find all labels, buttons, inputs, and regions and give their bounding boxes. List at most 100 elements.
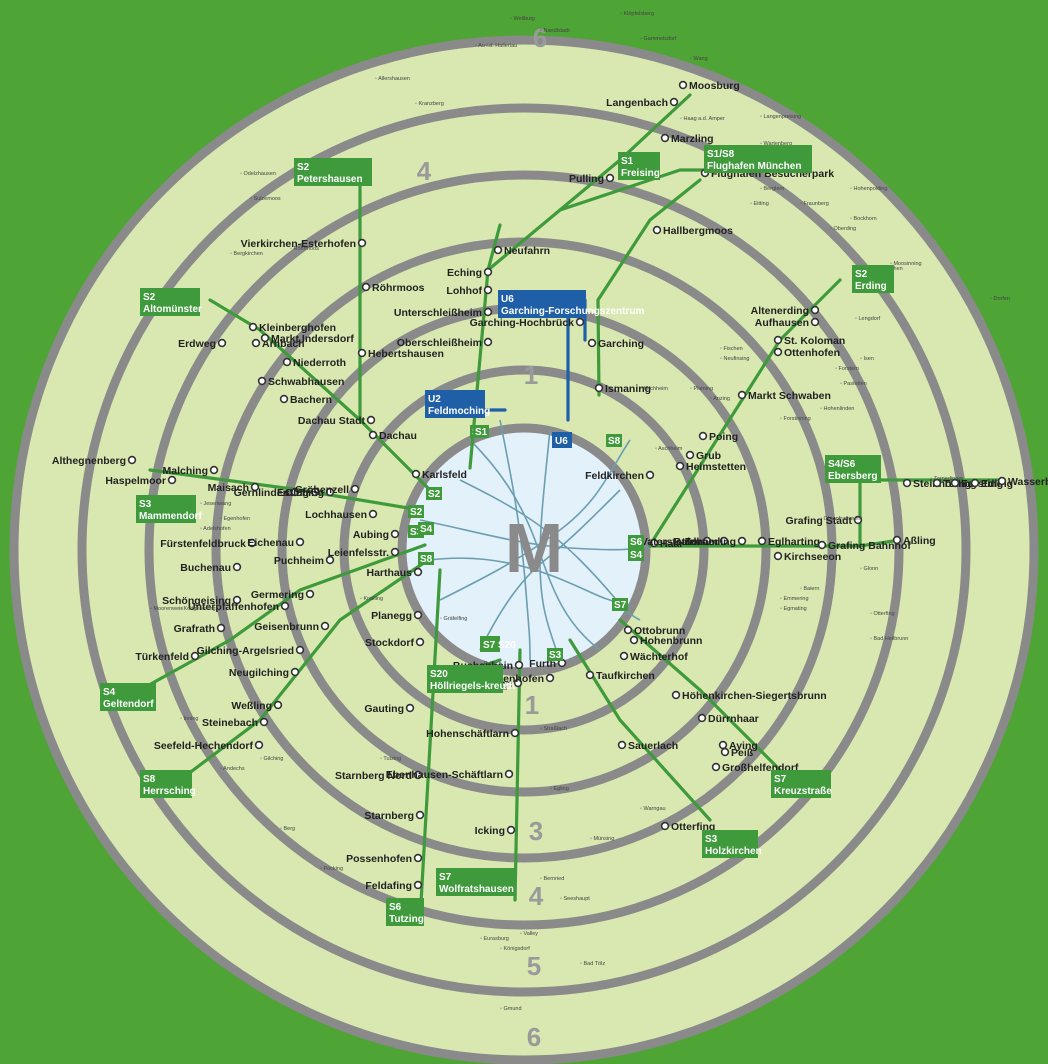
station-ebenhausen-schäftlarn-marker <box>504 769 514 779</box>
station-gröbenzell-label: Gröbenzell <box>295 484 349 496</box>
line-badge-text: S4 <box>420 524 433 535</box>
station-maisach-label: Maisach <box>208 482 249 494</box>
station-marzling-marker <box>660 133 670 143</box>
station-starnberg-marker <box>415 810 425 820</box>
place-label: ◦ Moosinning <box>890 261 922 267</box>
station-aßling-label: Aßling <box>903 535 936 547</box>
terminal-badge-bg <box>552 432 572 448</box>
station-leienfelsstr-label: Leienfelsstr. <box>328 547 389 559</box>
station-erdweg-label: Erdweg <box>178 338 216 350</box>
line-badge-s4: S4 <box>418 522 434 535</box>
terminal-badge-s20[interactable]: S7 S20 <box>480 636 516 652</box>
terminal-badge-text: Petershausen <box>297 174 363 185</box>
place-label: ◦ Glonn <box>860 566 878 572</box>
city-line-6 <box>479 489 621 651</box>
line-s8-herrsching <box>178 558 430 782</box>
station-eichenau-marker <box>295 537 305 547</box>
place-label: ◦ Haag a.d. Amper <box>680 116 725 122</box>
terminal-badge-text: S6 <box>389 902 402 913</box>
station-weßling-marker <box>273 700 283 710</box>
place-label: ◦ Kirchheim <box>640 386 668 392</box>
station-malching-marker <box>209 465 219 475</box>
station-hallbergmoos-label: Hallbergmoos <box>663 225 733 237</box>
place-label: ◦ Eitting <box>750 201 769 207</box>
station-harthaus-marker <box>413 567 423 577</box>
line-badge-bg <box>473 425 489 438</box>
terminal-badge-u6[interactable]: U6 <box>552 432 572 448</box>
line-s3-mammendorf <box>148 468 422 512</box>
station-geisenbrunn-marker <box>320 621 330 631</box>
line-s6-tutzing <box>418 568 442 922</box>
line-badge-text: S4 <box>630 550 643 561</box>
station-türkenfeld-marker <box>190 651 200 661</box>
station-großhelfendorf-marker <box>711 762 721 772</box>
station-neugilching-label: Neugilching <box>229 667 289 679</box>
station-garching-hochbrück-marker <box>575 317 585 327</box>
station-markt-schwaben-marker <box>737 390 747 400</box>
place-label: ◦ Tutzing <box>380 756 401 762</box>
station-dachau-stadt-label: Dachau Stadt <box>298 415 366 427</box>
station-bachern-label: Bachern <box>290 394 332 406</box>
terminal-badge-bg <box>618 152 660 180</box>
terminal-badge-text: S2 <box>143 292 156 303</box>
station-ottenhofen-label: Ottenhofen <box>784 347 840 359</box>
station-gauting-label: Gauting <box>364 703 404 715</box>
zone-ring-5 <box>77 103 971 997</box>
station-erdweg-marker <box>217 338 227 348</box>
place-label: ◦ Moorenweis <box>150 606 183 612</box>
station-feldkirchen-label: Feldkirchen <box>585 470 644 482</box>
station-dachau-stadt-marker <box>366 415 376 425</box>
terminal-badge-bg <box>425 390 485 418</box>
station-fürstenfeldbruck-marker <box>247 538 257 548</box>
line-badge-bg <box>628 535 644 548</box>
station-esting-label: Esting <box>277 487 309 499</box>
place-label: ◦ Gräfelfing <box>440 616 467 622</box>
terminal-badge-text: Garching-Forschungszentrum <box>501 306 644 317</box>
place-label: ◦ Odelzhausen <box>240 171 276 177</box>
station-eichenau-label: Eichenau <box>247 537 294 549</box>
place-label: ◦ Königsdorf <box>500 946 530 952</box>
terminal-badge-text: Tutzing <box>389 914 424 925</box>
station-garching-hochbrück-label: Garching-Hochbrück <box>470 317 575 329</box>
place-label: ◦ Andechs <box>220 766 245 772</box>
station-geisenbrunn-label: Geisenbrunn <box>254 621 319 633</box>
place-label: ◦ Egling <box>550 786 569 792</box>
line-badge-s7: S7 <box>612 598 628 611</box>
zone-number-4: 4 <box>417 156 432 186</box>
line-badge-bg <box>606 434 622 447</box>
line-badge-s2: S2 <box>408 505 424 518</box>
small-places-layer: ◦ Weilbutg ◦ Klöpfelsberg ◦ Nandlstadt ◦ Ga… <box>150 11 1010 1012</box>
place-label: ◦ Dorfen <box>990 296 1010 302</box>
station-aying-label: Aying <box>729 740 758 752</box>
station-heimstetten-label: Heimstetten <box>686 461 746 473</box>
station-baldham-marker <box>719 536 729 546</box>
terminal-badge-text: Geltendorf <box>103 699 154 710</box>
station-ottobrunn-label: Ottobrunn <box>634 625 685 637</box>
station-unterpfaffenhofen-label: Unterpfaffenhofen <box>188 601 279 613</box>
place-label: ◦ Valley <box>520 931 538 937</box>
line-badge-s8: S8 <box>606 434 622 447</box>
station-dürrnhaar-marker <box>697 713 707 723</box>
terminal-badge-bg <box>825 455 881 483</box>
terminal-badge-text: Ebersberg <box>828 471 877 482</box>
line-badge-s6: S6 <box>628 535 644 548</box>
station-buchenau-label: Buchenau <box>180 562 231 574</box>
station-stockdorf-marker <box>415 637 425 647</box>
terminal-badge-bg <box>294 158 372 186</box>
